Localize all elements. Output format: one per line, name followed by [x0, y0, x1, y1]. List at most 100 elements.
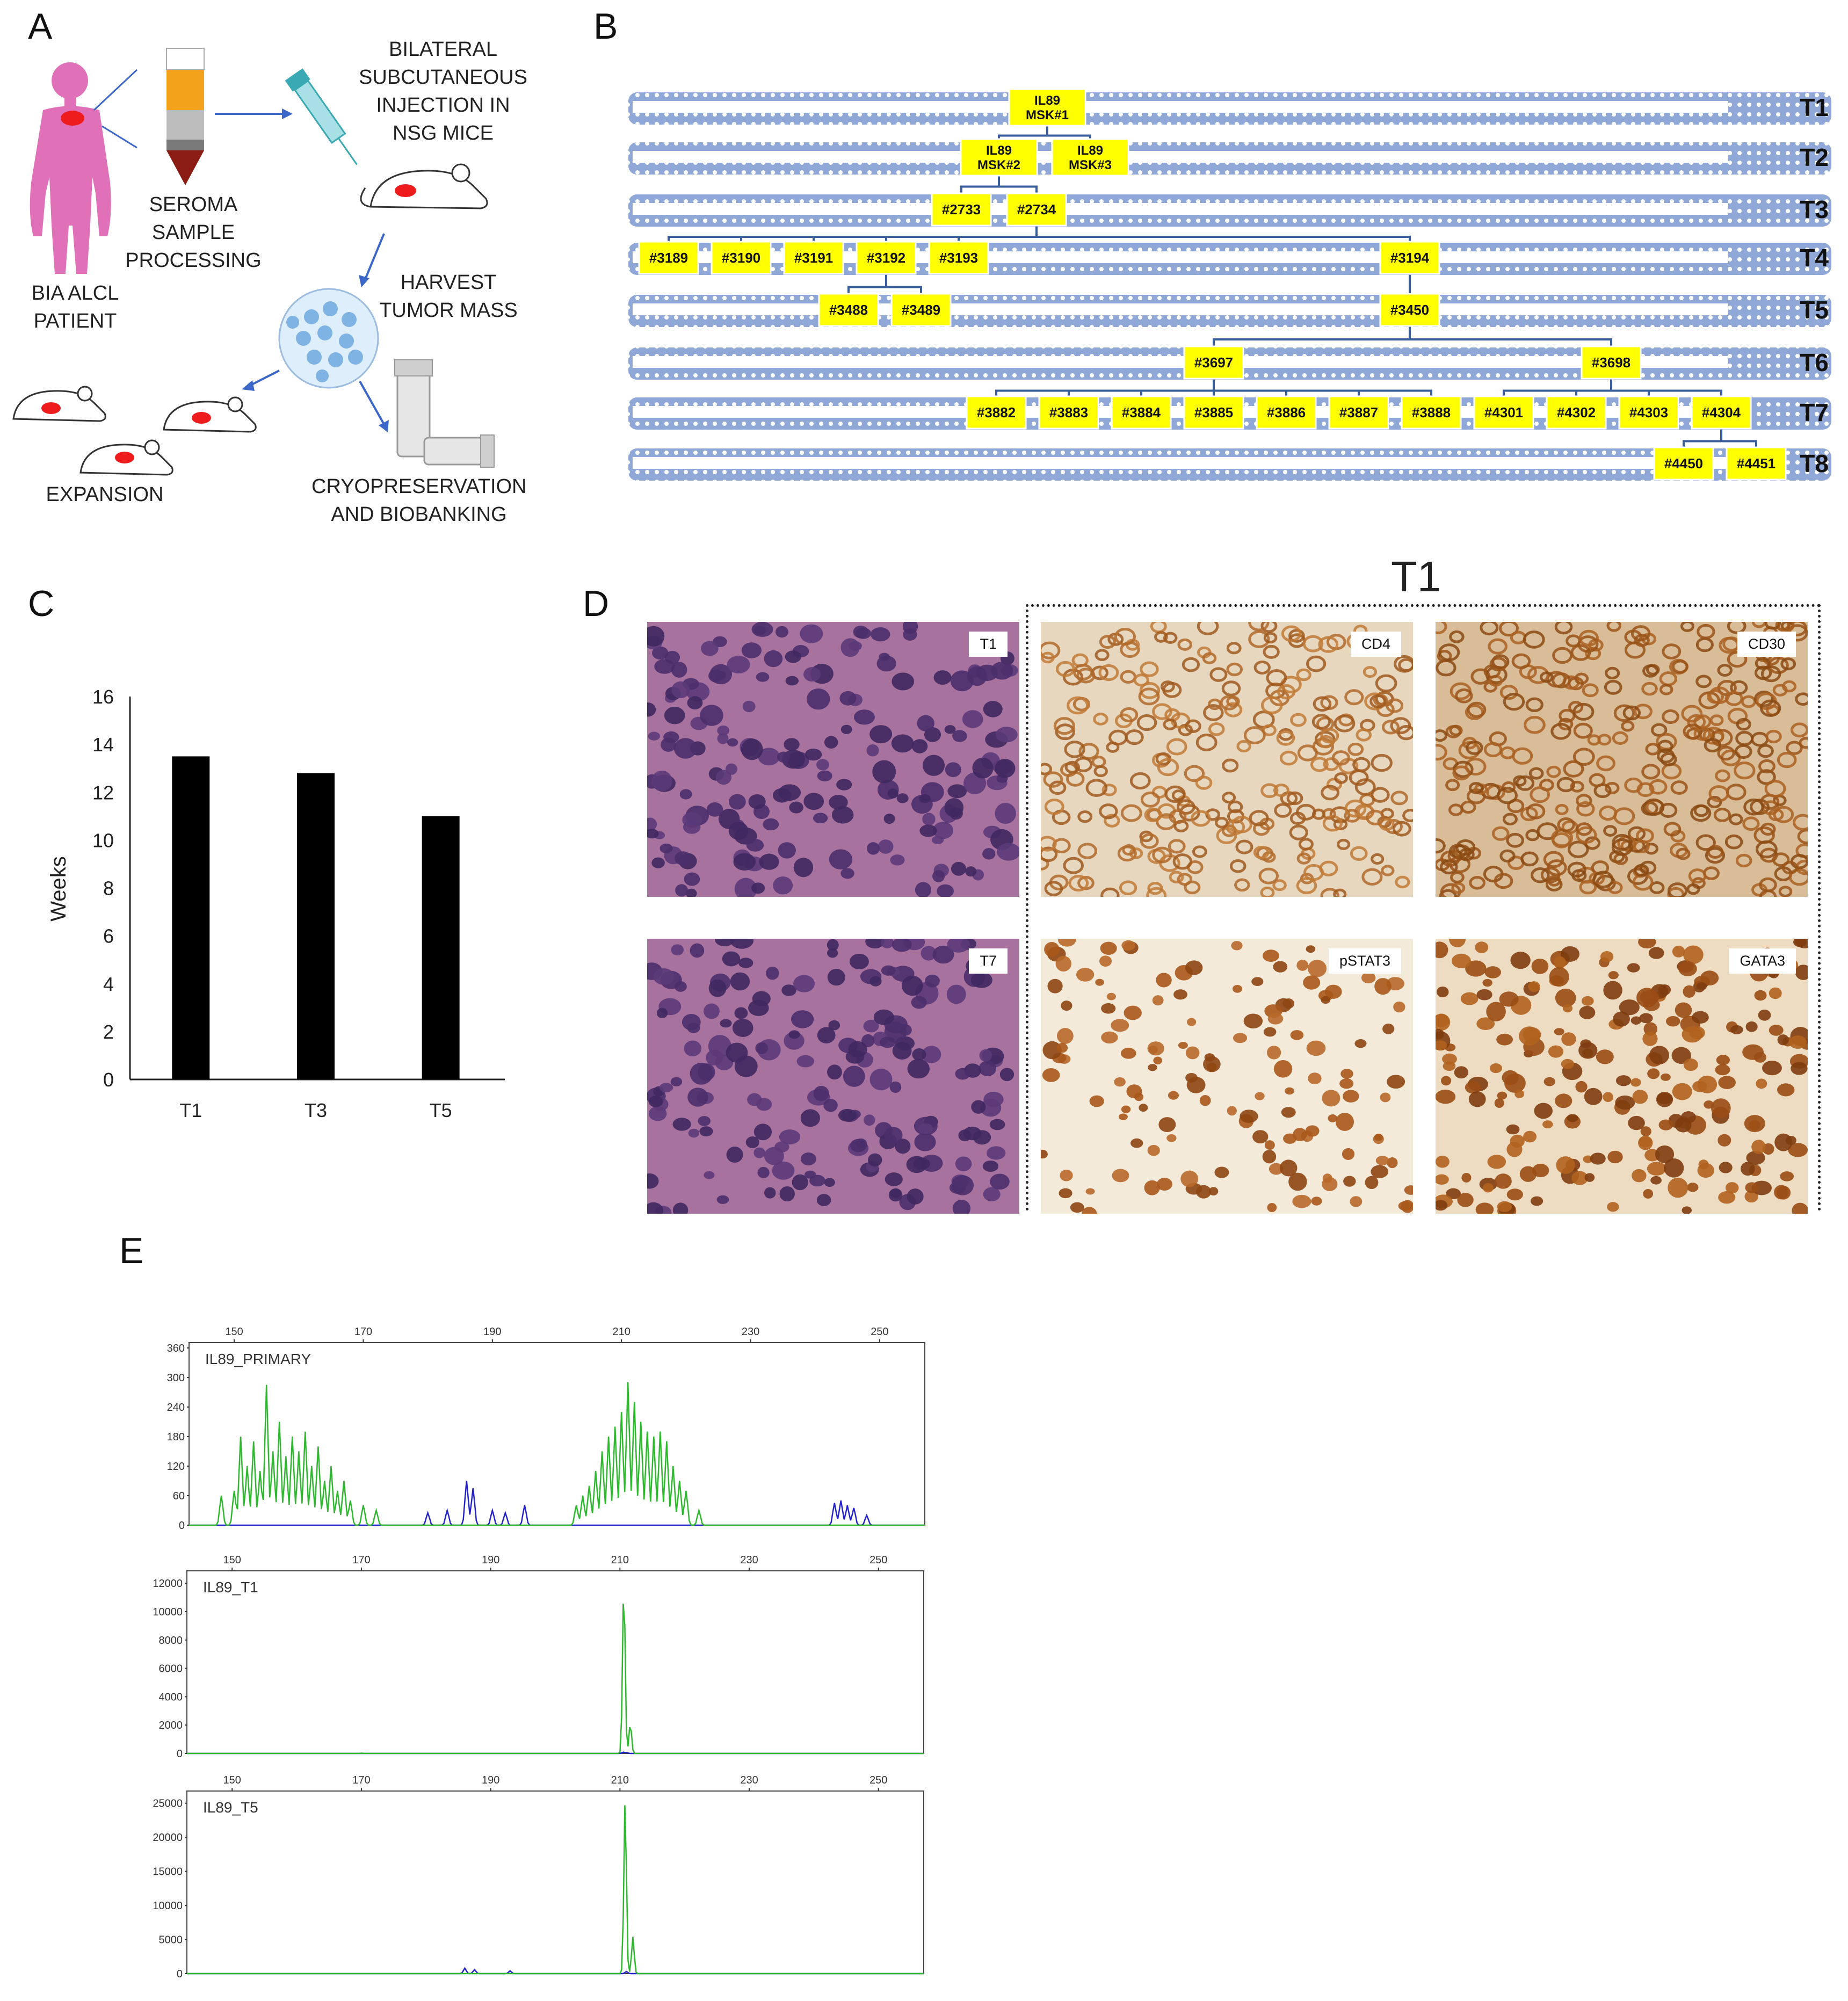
y-tick-label: 240 — [167, 1402, 185, 1413]
micrograph-image — [1436, 939, 1808, 1214]
tile-label: pSTAT3 — [1328, 948, 1401, 974]
svg-text:#4450: #4450 — [1664, 455, 1703, 472]
svg-text:#3884: #3884 — [1122, 404, 1161, 421]
y-tick-label: 15000 — [153, 1866, 183, 1878]
passage-node: #3192 — [856, 241, 917, 275]
y-tick-label: 180 — [167, 1431, 185, 1443]
panel-b-letter: B — [593, 6, 618, 47]
passage-node: #3884 — [1111, 395, 1172, 430]
y-tick-label: 360 — [167, 1343, 185, 1354]
panel-d-letter: D — [583, 583, 610, 624]
x-tick-label: 150 — [225, 1326, 243, 1338]
mouse-icon — [12, 386, 106, 422]
y-tick-label: 5000 — [159, 1934, 183, 1946]
x-tick-label: 250 — [871, 1326, 888, 1338]
x-tick-label: 210 — [611, 1554, 629, 1566]
x-tick-label: 210 — [612, 1326, 630, 1338]
histology-tile: CD4 — [1041, 622, 1413, 897]
tile-label: CD4 — [1350, 632, 1401, 657]
y-tick-label: 4000 — [159, 1691, 183, 1703]
generation-label: T8 — [1800, 450, 1829, 477]
cryo-label: CRYOPRESERVATION AND BIOBANKING — [311, 475, 527, 526]
x-tick-label: 170 — [352, 1774, 370, 1786]
passage-node: #3189 — [638, 241, 699, 275]
svg-text:#3488: #3488 — [829, 302, 868, 318]
cryovial-icon — [394, 359, 495, 468]
x-tick-label: 150 — [223, 1774, 241, 1786]
svg-text:#3886: #3886 — [1267, 404, 1306, 421]
svg-text:#3883: #3883 — [1049, 404, 1088, 421]
tile-label: T7 — [969, 948, 1008, 974]
histology-tile: pSTAT3 — [1041, 939, 1413, 1214]
svg-text:#3191: #3191 — [794, 250, 833, 266]
histology-tile: T1 — [647, 622, 1019, 897]
svg-text:IL89: IL89 — [986, 143, 1012, 158]
y-tick-label: 0 — [103, 1069, 114, 1091]
trace-name: IL89_T1 — [203, 1579, 258, 1596]
svg-text:#4451: #4451 — [1737, 455, 1775, 472]
generation-label: T5 — [1800, 296, 1829, 324]
y-tick-label: 10000 — [153, 1900, 183, 1912]
y-tick-label: 25000 — [153, 1798, 183, 1810]
bar — [297, 773, 335, 1079]
y-tick-label: 14 — [92, 734, 114, 756]
weeks-bar-chart: 0 2 4 6 8 10 12 14 16 T1 T3 T5 Weeks — [47, 686, 505, 1121]
clonality-electropherograms: 150 170 190 210 230 250 0 60 120 180 240 300 360 IL89… — [153, 1326, 925, 1980]
t1-group-title: T1 — [1391, 553, 1441, 600]
passage-node: #4450 — [1653, 446, 1714, 481]
svg-text:IL89: IL89 — [1034, 93, 1060, 108]
passage-node: #3190 — [711, 241, 772, 275]
seroma-label: SEROMA SAMPLE PROCESSING — [125, 193, 262, 272]
x-tick-label: 190 — [482, 1774, 499, 1786]
panel-a-letter: A — [28, 6, 53, 47]
y-tick-label: 120 — [167, 1461, 185, 1473]
syringe-icon — [285, 68, 358, 165]
electropherogram-trace: 150 170 190 210 230 250 0 5000 10000 15000 20000 25… — [153, 1774, 924, 1980]
svg-text:#2734: #2734 — [1017, 201, 1056, 218]
injection-label: BILATERAL SUBCUTANEOUS INJECTION IN NSG … — [359, 38, 527, 144]
svg-text:#3887: #3887 — [1339, 404, 1378, 421]
patient-silhouette-icon — [30, 62, 111, 274]
tile-label: CD30 — [1737, 632, 1796, 657]
mouse-icon — [163, 396, 257, 433]
svg-text:#4301: #4301 — [1484, 404, 1523, 421]
generation-label: T1 — [1800, 93, 1829, 121]
svg-text:#3192: #3192 — [867, 250, 905, 266]
y-tick-label: 16 — [92, 686, 114, 708]
x-tick-label: T1 — [179, 1099, 202, 1121]
generation-label: T6 — [1800, 349, 1829, 376]
y-tick-label: 300 — [167, 1372, 185, 1384]
y-tick-label: 12 — [92, 781, 114, 803]
passage-node: #4301 — [1473, 395, 1534, 430]
electropherogram-trace: 150 170 190 210 230 250 0 60 120 180 240 300 360 IL89… — [167, 1326, 925, 1532]
generation-label: T4 — [1800, 244, 1829, 272]
micrograph-image — [647, 939, 1019, 1214]
svg-text:#3882: #3882 — [977, 404, 1016, 421]
micrograph-image — [1041, 939, 1413, 1214]
passage-node: #3191 — [783, 241, 844, 275]
x-tick-label: 210 — [611, 1774, 629, 1786]
svg-text:#3193: #3193 — [939, 250, 978, 266]
passage-node: #4303 — [1618, 395, 1679, 430]
svg-text:#3697: #3697 — [1194, 354, 1233, 371]
x-tick-label: 250 — [869, 1554, 887, 1566]
y-tick-label: 4 — [103, 973, 114, 995]
panel-c-letter: C — [28, 583, 55, 624]
electropherogram-trace: 150 170 190 210 230 250 0 2000 4000 6000 8000 10000… — [153, 1554, 924, 1760]
passage-node: #3882 — [966, 395, 1027, 430]
y-tick-label: 8 — [103, 878, 114, 900]
y-tick-label: 0 — [177, 1968, 183, 1980]
passage-node: #4304 — [1691, 395, 1752, 430]
patient-label: BIA ALCL PATIENT — [31, 282, 119, 332]
y-tick-label: 2000 — [159, 1720, 183, 1731]
micrograph-image — [1041, 622, 1413, 897]
y-tick-label: 0 — [177, 1748, 183, 1760]
panel-a-illustration — [12, 48, 495, 476]
passage-node: #3886 — [1256, 395, 1317, 430]
svg-text:#3189: #3189 — [649, 250, 688, 266]
micrograph-image — [647, 622, 1019, 897]
svg-text:MSK#3: MSK#3 — [1069, 158, 1112, 172]
passage-node: #3489 — [890, 293, 952, 327]
svg-text:#3888: #3888 — [1412, 404, 1451, 421]
